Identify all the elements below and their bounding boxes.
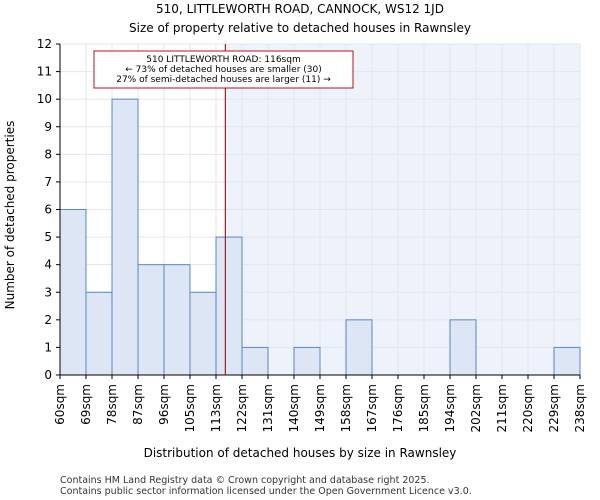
y-tick-label: 3 bbox=[44, 285, 52, 299]
chart-title-line1: 510, LITTLEWORTH ROAD, CANNOCK, WS12 1JD bbox=[156, 2, 444, 16]
x-tick-label: 140sqm bbox=[287, 384, 301, 432]
x-tick-label: 69sqm bbox=[79, 384, 93, 425]
x-tick-label: 105sqm bbox=[183, 384, 197, 432]
x-tick-label: 185sqm bbox=[417, 384, 431, 432]
y-tick-label: 6 bbox=[44, 203, 52, 217]
bar bbox=[59, 209, 87, 376]
x-tick-label: 220sqm bbox=[521, 384, 535, 432]
x-tick-label: 167sqm bbox=[365, 384, 379, 432]
footer-line1: Contains HM Land Registry data © Crown c… bbox=[60, 475, 430, 486]
x-tick-label: 158sqm bbox=[339, 384, 353, 432]
bar bbox=[85, 291, 113, 376]
x-tick-label: 238sqm bbox=[573, 384, 587, 432]
chart-title-line2: Size of property relative to detached ho… bbox=[129, 21, 471, 35]
x-tick-label: 78sqm bbox=[105, 384, 119, 425]
y-tick-label: 2 bbox=[44, 313, 52, 327]
x-tick-label: 87sqm bbox=[131, 384, 145, 425]
bar bbox=[449, 319, 477, 376]
bar bbox=[111, 98, 139, 376]
annotation-line3: 27% of semi-detached houses are larger (… bbox=[116, 75, 331, 85]
x-tick-label: 194sqm bbox=[443, 384, 457, 432]
y-axis-label: Number of detached properties bbox=[3, 121, 17, 310]
annotation-line2: ← 73% of detached houses are smaller (30… bbox=[125, 65, 322, 75]
x-tick-label: 211sqm bbox=[495, 384, 509, 432]
x-tick-label: 149sqm bbox=[313, 384, 327, 432]
bar bbox=[163, 264, 191, 376]
bar bbox=[553, 346, 581, 376]
x-tick-label: 113sqm bbox=[209, 384, 223, 432]
x-tick-label: 96sqm bbox=[157, 384, 171, 425]
y-tick-label: 0 bbox=[44, 368, 52, 382]
annotation-box bbox=[93, 50, 354, 89]
x-tick-label: 229sqm bbox=[547, 384, 561, 432]
bar bbox=[137, 264, 165, 376]
y-tick-label: 5 bbox=[44, 230, 52, 244]
bar bbox=[241, 346, 269, 376]
bar bbox=[189, 291, 217, 376]
x-tick-label: 122sqm bbox=[235, 384, 249, 432]
x-tick-label: 176sqm bbox=[391, 384, 405, 432]
y-tick-label: 9 bbox=[44, 120, 52, 134]
x-tick-label: 202sqm bbox=[469, 384, 483, 432]
footer-line2: Contains public sector information licen… bbox=[60, 486, 472, 497]
x-tick-label: 131sqm bbox=[261, 384, 275, 432]
y-tick-label: 12 bbox=[37, 37, 52, 51]
x-axis-label: Distribution of detached houses by size … bbox=[144, 446, 457, 460]
y-tick-label: 8 bbox=[44, 147, 52, 161]
y-tick-label: 10 bbox=[37, 92, 52, 106]
bar bbox=[345, 319, 373, 376]
bar bbox=[293, 346, 321, 376]
y-tick-label: 1 bbox=[44, 340, 52, 354]
annotation-line1: 510 LITTLEWORTH ROAD: 116sqm bbox=[146, 55, 300, 65]
y-tick-label: 11 bbox=[37, 65, 52, 79]
bar bbox=[215, 236, 243, 376]
y-tick-label: 7 bbox=[44, 175, 52, 189]
x-tick-label: 60sqm bbox=[53, 384, 67, 425]
y-tick-label: 4 bbox=[44, 258, 52, 272]
